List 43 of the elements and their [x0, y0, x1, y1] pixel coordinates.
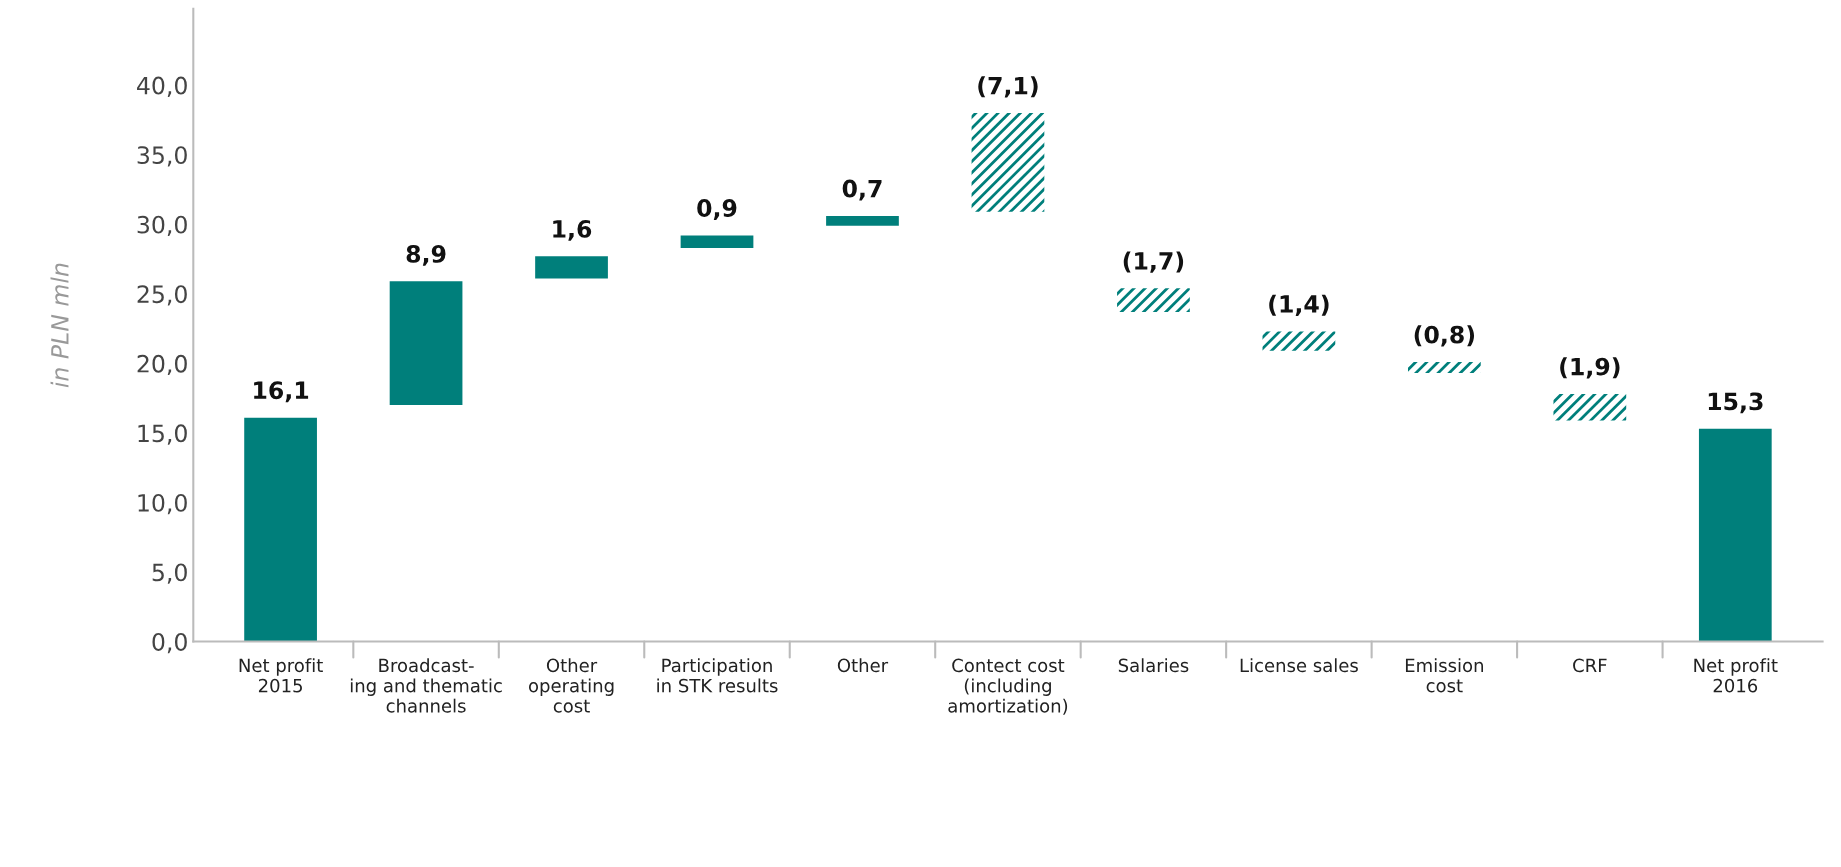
x-tick-label: Participation in STK results	[657, 658, 778, 693]
x-tick-label: Other operating cost	[528, 658, 614, 713]
x-tick-label: CRF	[1573, 658, 1607, 673]
y-tick-label: 15,0	[138, 424, 187, 445]
bar	[535, 256, 608, 279]
bar	[971, 113, 1045, 212]
bar	[1262, 331, 1336, 351]
x-tick-label: Contect cost (including amortization)	[948, 658, 1068, 715]
data-label: 0,9	[697, 199, 737, 220]
x-tick-label: Other	[837, 658, 889, 673]
data-label: 16,1	[254, 381, 309, 403]
bar	[680, 235, 754, 248]
y-tick-label: 0,0	[152, 633, 187, 654]
bar	[1408, 361, 1481, 374]
data-label: (7,1)	[978, 76, 1038, 98]
y-tick-label: 40,0	[137, 76, 187, 97]
bar	[1553, 393, 1627, 421]
bar	[1117, 288, 1190, 312]
data-label: (0,8)	[1414, 325, 1475, 347]
x-tick-label: Broadcast- ing and thematic channels	[350, 658, 502, 713]
y-tick-label: 25,0	[137, 285, 187, 306]
data-label: (1,4)	[1269, 294, 1329, 316]
y-axis-title: in PLN mln	[50, 263, 69, 388]
data-label: (1,9)	[1560, 357, 1620, 379]
bar	[389, 281, 463, 406]
y-tick-label: 10,0	[138, 493, 187, 515]
data-label: 1,6	[553, 219, 592, 241]
bar	[1698, 428, 1772, 642]
x-tick-label: Emission cost	[1405, 658, 1483, 693]
data-label: 8,9	[406, 244, 446, 266]
y-tick-label: 30,0	[137, 215, 187, 236]
x-tick-label: Net profit 2016	[1694, 658, 1778, 693]
data-label: 15,3	[1708, 392, 1763, 414]
y-tick-label: 5,0	[152, 563, 187, 584]
bar	[244, 417, 317, 642]
x-tick-label: Net profit 2015	[239, 658, 323, 693]
data-label: (1,7)	[1123, 251, 1184, 273]
bar	[826, 215, 899, 226]
y-tick-label: 35,0	[137, 146, 187, 167]
x-tick-label: Salaries	[1118, 658, 1189, 673]
data-label: 0,7	[842, 179, 882, 201]
x-tick-label: License sales	[1240, 658, 1358, 673]
y-tick-label: 20,0	[137, 354, 187, 376]
